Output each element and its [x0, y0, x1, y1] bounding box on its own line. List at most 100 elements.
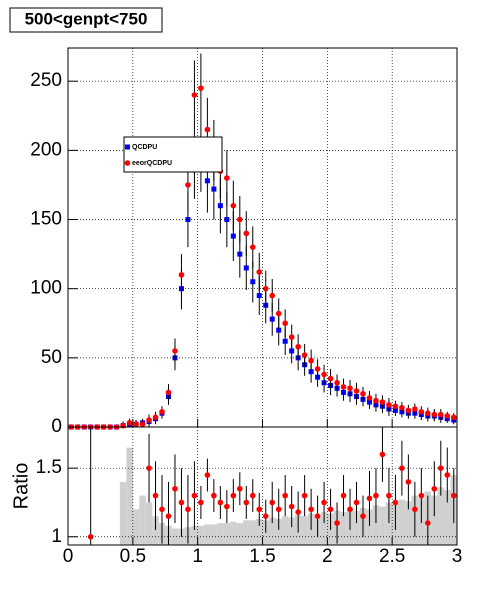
y-tick-label: 0	[51, 416, 62, 437]
hist-bar	[145, 502, 153, 545]
legend-label: eeorQCDPU	[132, 160, 172, 167]
marker	[256, 506, 263, 513]
x-tick-label: 1.5	[249, 546, 275, 567]
marker	[249, 492, 256, 499]
marker	[347, 385, 353, 392]
marker	[198, 499, 204, 506]
marker	[360, 513, 366, 519]
hist-bar	[398, 499, 406, 545]
y-tick-label: 150	[30, 209, 62, 230]
hist-bar	[204, 524, 211, 545]
marker	[87, 533, 94, 540]
hist-bar	[210, 524, 218, 545]
marker	[243, 230, 250, 237]
marker	[262, 285, 269, 292]
hist-bar	[385, 502, 393, 545]
hist-bar	[431, 495, 438, 545]
marker	[152, 414, 159, 421]
marker	[327, 506, 334, 513]
marker	[165, 389, 172, 396]
marker	[340, 384, 347, 390]
marker	[139, 421, 146, 428]
marker	[243, 265, 249, 271]
marker	[301, 352, 308, 358]
hist-bar	[340, 512, 347, 545]
marker	[269, 316, 275, 322]
marker	[308, 506, 314, 513]
hist-bar	[132, 509, 140, 545]
marker	[437, 411, 444, 418]
hist-bar	[243, 520, 250, 545]
x-tick-label: 0	[63, 546, 74, 567]
marker	[262, 513, 269, 519]
hist-bar	[236, 523, 244, 545]
marker	[224, 175, 230, 181]
marker	[289, 348, 295, 354]
marker	[353, 388, 360, 394]
x-tick-label: 1	[192, 546, 203, 567]
hist-bar	[197, 525, 205, 545]
marker	[185, 182, 191, 188]
marker	[217, 499, 224, 506]
y-tick-label: 50	[41, 347, 62, 368]
marker	[211, 492, 217, 499]
marker	[230, 202, 237, 209]
hist-bar	[301, 516, 308, 545]
marker	[392, 403, 399, 410]
marker	[204, 126, 211, 133]
marker	[269, 292, 276, 299]
marker	[373, 397, 379, 404]
marker	[295, 343, 301, 350]
hist-bar	[223, 523, 231, 545]
hist-bar	[139, 495, 146, 545]
marker	[276, 327, 282, 333]
marker	[405, 479, 412, 485]
x-tick-label: 0.5	[120, 546, 146, 567]
hist-bar	[372, 505, 380, 545]
marker	[418, 408, 425, 415]
marker	[159, 408, 165, 415]
marker	[412, 506, 418, 513]
marker	[431, 485, 438, 492]
marker	[282, 492, 288, 499]
marker	[152, 492, 159, 499]
marker	[308, 357, 314, 364]
marker	[230, 233, 236, 239]
marker	[321, 499, 327, 506]
marker	[392, 499, 399, 506]
marker	[282, 338, 288, 344]
marker	[327, 375, 334, 382]
plot-frame	[67, 426, 458, 546]
hist-bar	[437, 487, 445, 545]
marker	[386, 402, 392, 408]
y-tick-label: 200	[30, 139, 62, 160]
marker	[444, 413, 451, 419]
marker	[405, 407, 412, 414]
marker	[275, 506, 282, 513]
marker	[120, 422, 126, 429]
x-tick-label: 2	[322, 546, 333, 567]
marker	[204, 472, 211, 478]
marker	[191, 92, 198, 98]
marker	[412, 406, 418, 412]
marker	[321, 371, 327, 378]
y-tick-label: 250	[30, 70, 62, 91]
hist-bar	[268, 517, 276, 545]
title-box	[9, 7, 163, 33]
marker	[450, 492, 457, 499]
marker	[373, 492, 379, 499]
marker	[185, 506, 191, 513]
marker	[217, 203, 223, 209]
marker	[275, 310, 282, 317]
marker	[314, 366, 321, 372]
legend-marker	[124, 160, 131, 166]
marker	[379, 451, 386, 458]
hist-bar	[249, 520, 257, 545]
marker	[353, 499, 360, 506]
marker	[243, 499, 250, 506]
marker	[191, 492, 198, 499]
marker	[165, 513, 172, 519]
x-tick-label: 3	[452, 546, 463, 567]
hist-bar	[366, 509, 373, 545]
